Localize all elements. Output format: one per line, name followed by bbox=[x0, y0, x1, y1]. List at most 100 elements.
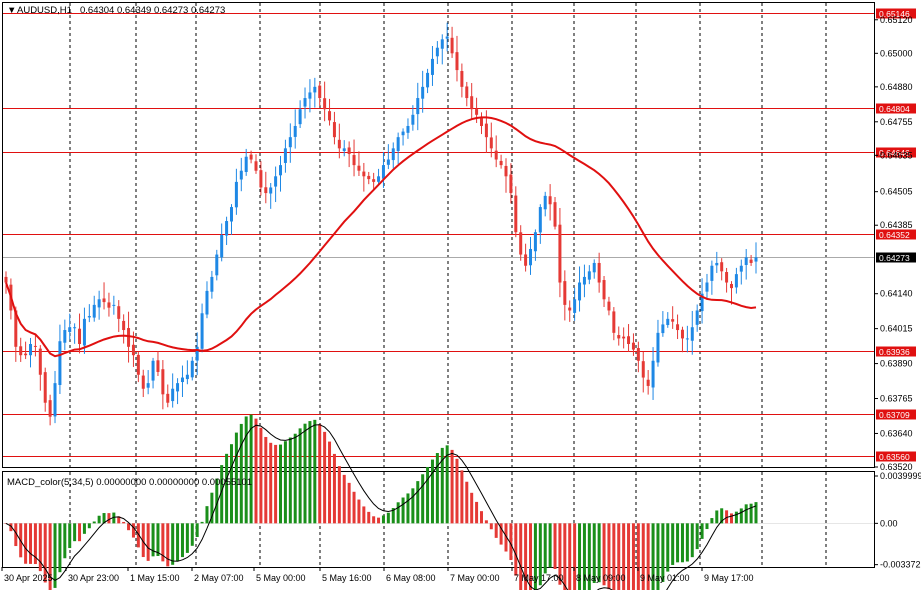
macd-bar bbox=[92, 521, 96, 524]
candle-body bbox=[529, 248, 533, 266]
macd-axis: 0.0039999 0.00 -0.0033722 bbox=[874, 471, 921, 570]
candle-body bbox=[171, 388, 175, 402]
time-label: 2 May 07:00 bbox=[194, 573, 244, 583]
price-tick-label: 0.64755 bbox=[880, 117, 913, 127]
candle-body bbox=[43, 372, 47, 403]
macd-bar bbox=[102, 513, 106, 524]
candle-body bbox=[725, 272, 729, 283]
macd-bar bbox=[122, 521, 126, 524]
macd-bar bbox=[739, 508, 743, 524]
candle-body bbox=[406, 125, 410, 133]
candle-body bbox=[391, 148, 395, 161]
macd-bar bbox=[725, 510, 729, 524]
macd-bar bbox=[43, 523, 47, 583]
candle-body bbox=[729, 283, 733, 289]
macd-bar bbox=[254, 418, 258, 524]
macd-bar bbox=[573, 523, 577, 590]
macd-bar bbox=[29, 523, 33, 564]
macd-bar bbox=[112, 512, 116, 524]
macd-bar bbox=[582, 523, 586, 590]
candle-body bbox=[82, 318, 86, 346]
macd-bar bbox=[646, 523, 650, 590]
candle-body bbox=[450, 37, 454, 54]
candle-body bbox=[426, 72, 430, 88]
macd-bar bbox=[58, 523, 62, 573]
macd-bar bbox=[401, 497, 405, 524]
macd-bar bbox=[87, 523, 91, 529]
candle-body bbox=[597, 262, 601, 283]
macd-bar bbox=[362, 506, 366, 524]
candle-body bbox=[416, 98, 420, 115]
macd-bar bbox=[734, 511, 738, 524]
time-label: 7 May 00:00 bbox=[450, 573, 500, 583]
candle-body bbox=[548, 196, 552, 205]
macd-bar bbox=[695, 523, 699, 550]
level-label: 0.65146 bbox=[879, 9, 910, 19]
macd-bar bbox=[264, 436, 268, 524]
macd-bar bbox=[38, 523, 42, 572]
macd-bar bbox=[347, 482, 351, 524]
candle-body bbox=[411, 114, 415, 125]
level-label: 0.63936 bbox=[879, 347, 910, 357]
macd-bar bbox=[323, 431, 327, 524]
candle-body bbox=[563, 281, 567, 305]
candle-body bbox=[607, 301, 611, 311]
symbol-label: AUDUSD,H1 bbox=[17, 5, 72, 16]
macd-bar bbox=[592, 523, 596, 583]
price-tick-label: 0.64505 bbox=[880, 187, 913, 197]
candle-body bbox=[470, 96, 474, 110]
candle-body bbox=[151, 360, 155, 381]
price-tick-label: 0.64015 bbox=[880, 324, 913, 334]
macd-bar bbox=[435, 453, 439, 524]
candle-body bbox=[587, 271, 591, 280]
macd-bar bbox=[151, 523, 155, 557]
candle-body bbox=[435, 47, 439, 57]
macd-bar bbox=[303, 423, 307, 524]
macd-bar bbox=[352, 491, 356, 524]
level-label-bg bbox=[876, 451, 916, 462]
macd-bar bbox=[460, 470, 464, 524]
macd-bar bbox=[612, 523, 616, 590]
macd-bar bbox=[705, 523, 709, 530]
candle-body bbox=[592, 262, 596, 273]
candle-body bbox=[234, 181, 238, 208]
macd-bar bbox=[470, 492, 474, 524]
macd-bar bbox=[78, 523, 82, 542]
macd-bar bbox=[715, 510, 719, 524]
chart-menu-icon[interactable]: ▼ bbox=[7, 5, 16, 16]
macd-tick-label: 0.0039999 bbox=[880, 471, 921, 481]
current-price-bg bbox=[876, 252, 916, 263]
macd-tick-label: 0.00 bbox=[880, 518, 898, 528]
candle-body bbox=[24, 353, 28, 356]
candle-body bbox=[367, 175, 371, 180]
macd-bar bbox=[729, 513, 733, 524]
level-label-bg bbox=[876, 409, 916, 420]
macd-bar bbox=[180, 523, 184, 558]
candle-body bbox=[107, 302, 111, 308]
candle-body bbox=[734, 274, 738, 288]
candle-body bbox=[676, 324, 680, 331]
candle-body bbox=[127, 328, 131, 347]
macd-bar bbox=[279, 444, 283, 524]
candle-body bbox=[646, 379, 650, 386]
macd-bar bbox=[220, 465, 224, 524]
macd-bar bbox=[185, 523, 189, 553]
time-label: 9 May 17:00 bbox=[704, 573, 754, 583]
macd-bar bbox=[411, 488, 415, 524]
moving-average-line bbox=[5, 116, 757, 358]
macd-bar bbox=[107, 513, 111, 524]
macd-bar bbox=[332, 453, 336, 524]
horizontal-levels[interactable]: 0.65146 0.64804 0.64646 0.64352 0.63936 0.637… bbox=[3, 8, 916, 463]
time-label: 9 May 01:00 bbox=[640, 573, 690, 583]
macd-signal-line bbox=[5, 424, 757, 590]
candle-body bbox=[68, 327, 72, 332]
macd-bar bbox=[117, 516, 121, 524]
macd-bar bbox=[337, 466, 341, 524]
macd-bar bbox=[680, 523, 684, 563]
candle-body bbox=[244, 156, 248, 173]
candle-body bbox=[308, 92, 312, 99]
macd-bar bbox=[97, 515, 101, 524]
macd-bar bbox=[190, 523, 194, 546]
level-label-bg bbox=[876, 8, 916, 19]
